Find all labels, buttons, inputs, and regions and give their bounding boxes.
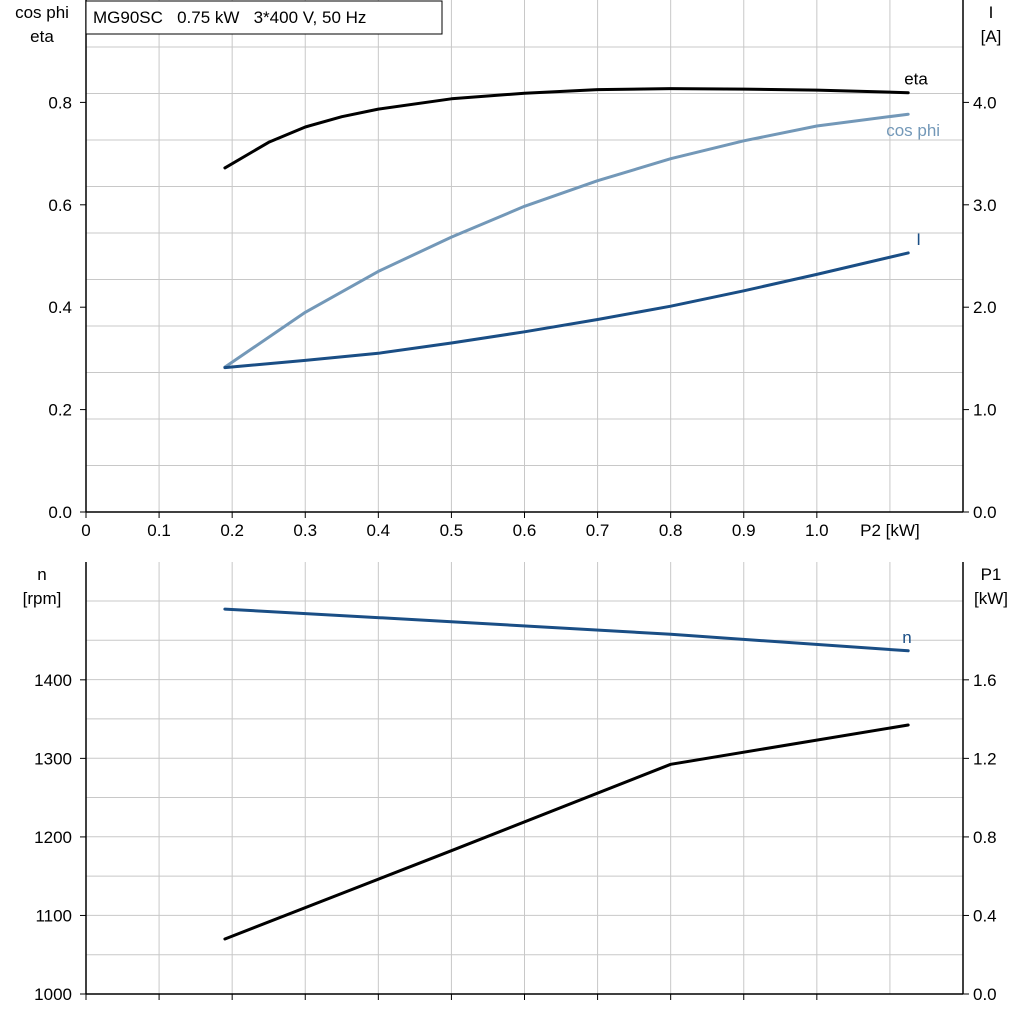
x-tick-label: 0.1 xyxy=(147,521,171,540)
series-line-n xyxy=(223,607,910,653)
y-right-tick-label: 3.0 xyxy=(973,196,997,215)
y-right-tick-label: 0.4 xyxy=(973,906,997,925)
y-left-tick-label: 0.4 xyxy=(48,298,72,317)
y-right-tick-label: 2.0 xyxy=(973,298,997,317)
y-left-title: n xyxy=(37,565,46,584)
x-tick-label: 0.9 xyxy=(732,521,756,540)
y-right-tick-label: 1.6 xyxy=(973,671,997,690)
series xyxy=(223,87,910,941)
x-tick-label: 1.0 xyxy=(805,521,829,540)
x-tick-label: 0.3 xyxy=(293,521,317,540)
y-right-tick-label: 1.2 xyxy=(973,749,997,768)
x-tick-label: 0.8 xyxy=(659,521,683,540)
x-tick-label: 0.2 xyxy=(220,521,244,540)
y-right-tick-label: 4.0 xyxy=(973,93,997,112)
series-label-i: I xyxy=(916,230,921,249)
y-left-tick-label: 0.6 xyxy=(48,196,72,215)
y-right-tick-label: 0.0 xyxy=(973,985,997,1004)
series-line-cos-phi xyxy=(223,112,910,369)
y-left-tick-label: 0.8 xyxy=(48,93,72,112)
x-tick-label: 0.5 xyxy=(440,521,464,540)
y-right-title: [kW] xyxy=(974,589,1008,608)
y-left-tick-label: 1000 xyxy=(34,985,72,1004)
series-line-i xyxy=(223,251,910,370)
y-right-tick-label: 1.0 xyxy=(973,401,997,420)
y-left-title: eta xyxy=(30,27,54,46)
y-right-tick-label: 0.0 xyxy=(973,503,997,522)
y-left-tick-label: 1200 xyxy=(34,828,72,847)
x-tick-label: 0.6 xyxy=(513,521,537,540)
series-label-eta: eta xyxy=(904,70,928,89)
y-left-tick-label: 1100 xyxy=(35,906,72,925)
chart-title-box xyxy=(85,0,443,35)
series-label-n: n xyxy=(902,628,911,647)
series-label-cos-phi: cos phi xyxy=(886,121,940,140)
y-left-title: [rpm] xyxy=(23,589,62,608)
grid xyxy=(86,0,963,994)
y-left-tick-label: 0.2 xyxy=(48,401,72,420)
series-line-eta xyxy=(223,87,910,170)
x-tick-label: 0.4 xyxy=(367,521,391,540)
y-right-title: P1 xyxy=(981,565,1002,584)
series-line-p1 xyxy=(223,723,910,941)
y-left-tick-label: 0.0 xyxy=(48,503,72,522)
y-left-title: cos phi xyxy=(15,3,69,22)
x-axis-title: P2 [kW] xyxy=(860,521,920,540)
y-right-title: [A] xyxy=(981,27,1002,46)
y-right-tick-label: 0.8 xyxy=(973,828,997,847)
axes xyxy=(80,0,969,1000)
x-tick-label: 0 xyxy=(81,521,90,540)
labels: 0 0.1 0.2 0.3 0.4 0.5 0.6 0.7 0.8 0.9 1.0 P2 [kW] 0.… xyxy=(15,3,1008,1004)
chart-title: MG90SC 0.75 kW 3*400 V, 50 Hz xyxy=(93,8,366,27)
x-tick-label: 0.7 xyxy=(586,521,610,540)
y-left-tick-label: 1400 xyxy=(34,671,72,690)
y-right-title: I xyxy=(989,3,994,22)
y-left-tick-label: 1300 xyxy=(34,749,72,768)
